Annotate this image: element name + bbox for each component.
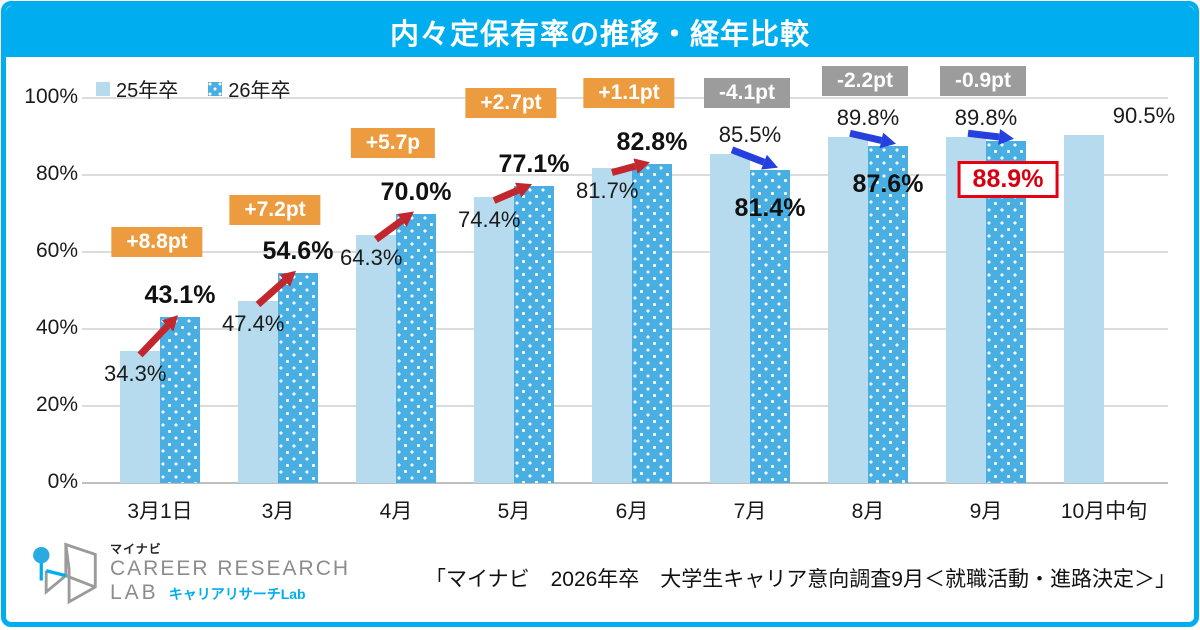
logo-cube-icon [33, 542, 97, 605]
bar-26-3月 [278, 272, 318, 483]
legend-swatch-25-icon [96, 81, 110, 96]
bar-26-7月 [750, 169, 790, 483]
title-bar: 内々定保有率の推移・経年比較 [6, 6, 1194, 57]
career-research-lab-logo: マイナビ CAREER RESEARCH LAB キャリアリサーチLab [28, 538, 350, 610]
logo-pin-icon [33, 547, 50, 564]
logo-text: マイナビ CAREER RESEARCH LAB キャリアリサーチLab [110, 541, 351, 605]
diff-badge-3月1日: +8.8pt [111, 227, 203, 257]
diff-badge-8月: -2.2pt [821, 66, 909, 96]
bar-26-3月1日 [160, 317, 200, 483]
value-label-25-10月中旬: 90.5% [1112, 102, 1176, 128]
x-axis-label-4月: 4月 [379, 500, 413, 523]
value-label-26-6月: 82.8% [616, 128, 688, 157]
bar-25-6月 [592, 168, 632, 483]
value-label-26-7月: 81.4% [734, 193, 806, 222]
x-axis-label-10月中旬: 10月中旬 [1060, 500, 1148, 523]
y-axis-tick: 80% [35, 162, 78, 185]
diff-badge-7月: -4.1pt [703, 78, 791, 108]
bar-25-7月 [710, 153, 750, 483]
value-label-25-4月: 64.3% [340, 245, 403, 271]
bar-25-8月 [828, 137, 868, 483]
value-label-25-8月: 89.8% [836, 105, 900, 131]
bar-25-3月1日 [120, 350, 160, 483]
diff-badge-5月: +2.7pt [465, 88, 557, 118]
value-label-26-3月: 54.6% [262, 236, 334, 265]
logo-subtitle: キャリアリサーチLab [168, 585, 306, 602]
legend-swatch-26-icon [208, 81, 223, 96]
value-label-26-4月: 70.0% [380, 177, 452, 206]
logo-brand-small: マイナビ [110, 541, 162, 556]
x-axis-label-6月: 6月 [615, 500, 649, 523]
gridline [82, 482, 1168, 484]
x-axis-label-5月: 5月 [497, 500, 531, 523]
x-axis-label-3月1日: 3月1日 [127, 500, 193, 523]
value-label-26-8月: 87.6% [852, 169, 924, 198]
value-label-25-5月: 74.4% [458, 206, 521, 232]
source-citation: 「マイナビ 2026年卒 大学生キャリア意向調査9月＜就職活動・進路決定＞」 [425, 568, 1176, 591]
bar-25-3月 [238, 300, 278, 483]
bar-25-10月中旬 [1064, 134, 1104, 483]
diff-badge-9月: -0.9pt [939, 66, 1027, 96]
bar-26-5月 [514, 186, 554, 483]
legend-item-26: 26年卒 [208, 74, 291, 103]
value-label-25-3月1日: 34.3% [104, 360, 167, 386]
diff-badge-6月: +1.1pt [583, 78, 675, 108]
y-axis-tick: 20% [35, 393, 78, 416]
chart-legend: 25年卒 26年卒 [96, 74, 291, 103]
diff-badge-4月: +5.7p [350, 128, 436, 158]
bar-25-4月 [356, 235, 396, 483]
value-label-25-3月: 47.4% [222, 310, 285, 336]
x-axis-label-3月: 3月 [261, 500, 295, 523]
legend-item-25: 25年卒 [96, 74, 178, 103]
value-label-26-3月1日: 43.1% [144, 281, 216, 310]
x-axis-label-7月: 7月 [733, 500, 767, 523]
y-axis-tick: 60% [35, 239, 78, 262]
y-axis-tick: 40% [35, 316, 78, 339]
logo-line1: CAREER RESEARCH [110, 556, 351, 580]
x-axis-label-8月: 8月 [851, 500, 885, 523]
bar-26-9月 [986, 140, 1026, 483]
page-title: 内々定保有率の推移・経年比較 [389, 18, 810, 51]
y-axis-tick: 0% [47, 470, 78, 493]
value-label-26-5月: 77.1% [498, 150, 570, 179]
legend-label-25: 25年卒 [116, 80, 179, 102]
logo-line2: LAB [110, 580, 159, 604]
bar-26-8月 [868, 145, 908, 483]
value-label-25-9月: 89.8% [954, 105, 1018, 131]
legend-label-26: 26年卒 [228, 80, 291, 102]
bar-25-5月 [474, 196, 514, 483]
y-axis-tick: 100% [24, 85, 78, 108]
value-label-25-7月: 85.5% [718, 121, 782, 147]
x-axis-label-9月: 9月 [969, 500, 1003, 523]
bar-26-4月 [396, 213, 436, 483]
value-label-26-highlight-9月: 88.9% [957, 160, 1059, 198]
value-label-25-6月: 81.7% [576, 178, 639, 204]
bar-26-6月 [632, 164, 672, 483]
diff-badge-3月: +7.2pt [229, 195, 321, 225]
